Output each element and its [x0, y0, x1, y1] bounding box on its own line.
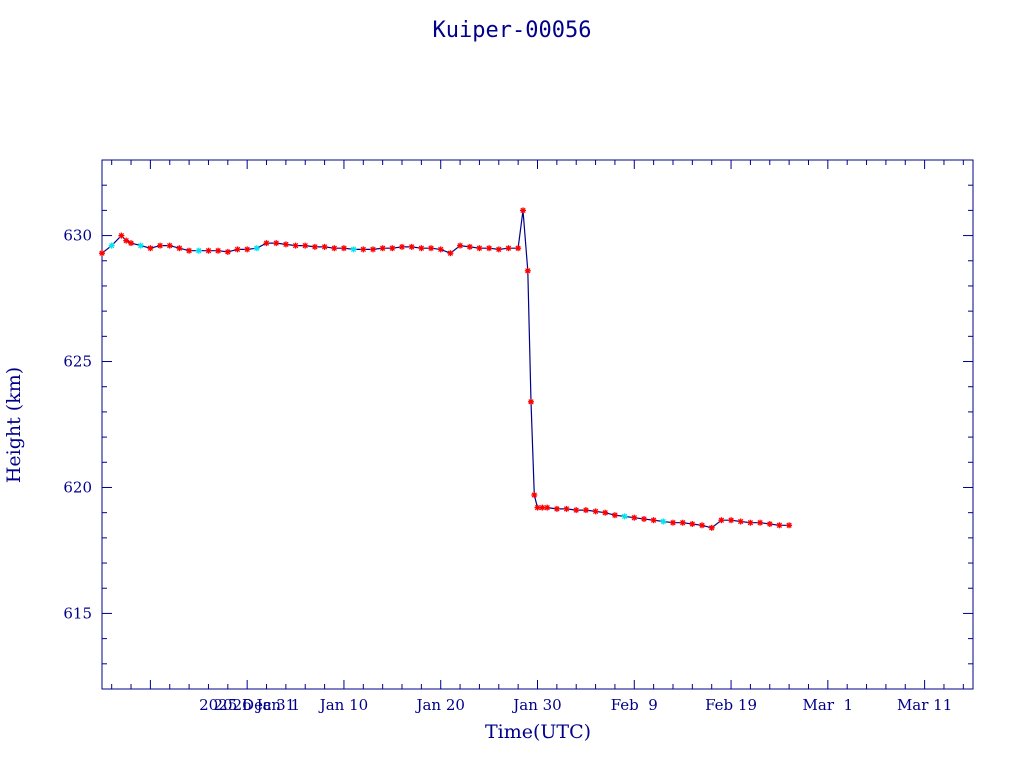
data-point	[466, 243, 473, 250]
data-point	[370, 246, 376, 253]
data-point	[215, 247, 222, 254]
plot-frame	[101, 159, 974, 690]
data-point	[544, 504, 551, 511]
data-point	[311, 243, 318, 250]
data-point	[563, 505, 570, 512]
data-point	[99, 250, 105, 257]
data-point	[418, 245, 425, 252]
data-point	[660, 518, 667, 525]
data-point	[253, 245, 260, 252]
data-point	[108, 242, 115, 249]
data-point	[263, 240, 270, 247]
data-point	[340, 245, 347, 252]
data-point	[524, 267, 531, 274]
data-point	[699, 522, 705, 529]
data-point	[234, 246, 241, 253]
y-tick-label: 620	[63, 478, 92, 496]
x-tick-label: Feb 9	[611, 696, 658, 714]
data-point	[137, 242, 144, 249]
data-point	[728, 517, 735, 524]
series-line	[101, 210, 790, 529]
data-point	[776, 522, 783, 529]
x-tick-label: Mar 11	[897, 696, 952, 714]
data-point	[495, 246, 502, 253]
data-point	[389, 245, 396, 252]
data-point	[679, 519, 686, 526]
data-point	[766, 521, 773, 527]
data-point	[505, 245, 512, 252]
data-point	[428, 245, 434, 252]
x-tick-label: Jan 10	[318, 696, 368, 714]
data-point	[157, 242, 164, 249]
y-tick-label: 615	[63, 604, 92, 622]
data-point	[582, 507, 589, 514]
data-point	[186, 247, 193, 254]
data-point	[321, 243, 328, 250]
data-point	[757, 519, 764, 526]
data-point	[128, 240, 134, 247]
data-point	[273, 240, 280, 247]
data-point	[447, 250, 454, 257]
data-point	[718, 517, 725, 524]
data-point	[621, 513, 628, 520]
data-point	[670, 519, 676, 526]
data-point	[379, 245, 386, 252]
data-point	[195, 247, 202, 254]
data-point	[737, 518, 744, 525]
y-tick-label: 630	[63, 227, 92, 245]
chart-title: Kuiper-00056	[433, 18, 592, 43]
x-tick-label: Feb 19	[705, 696, 757, 714]
data-point	[408, 243, 415, 250]
data-point	[611, 512, 618, 519]
x-tick-label: 2025 Dec 31	[199, 696, 295, 714]
data-point	[360, 246, 367, 253]
x-tick-label: 2026 Jan 1	[214, 696, 301, 714]
data-point	[486, 245, 493, 252]
data-point	[650, 517, 657, 524]
data-point	[602, 509, 609, 516]
data-point	[399, 243, 405, 250]
data-point	[786, 522, 793, 529]
data-point	[176, 245, 183, 252]
data-point	[331, 245, 338, 252]
data-point	[747, 519, 754, 526]
x-tick-label: Mar 1	[803, 696, 854, 714]
data-point	[282, 241, 289, 248]
data-point	[147, 245, 154, 252]
data-point	[244, 246, 251, 253]
x-tick-label: Jan 20	[414, 696, 464, 714]
data-point	[437, 246, 444, 253]
data-point	[166, 242, 173, 249]
data-point	[302, 242, 309, 249]
x-tick-label: Jan 30	[511, 696, 561, 714]
data-point	[573, 507, 580, 514]
y-tick-label: 625	[63, 353, 92, 371]
y-axis-label: Height (km)	[3, 367, 25, 483]
data-point	[224, 248, 231, 255]
data-point	[592, 508, 599, 515]
data-point	[531, 492, 538, 498]
x-axis-label: Time(UTC)	[485, 721, 591, 743]
data-point	[528, 398, 534, 405]
data-point	[123, 237, 130, 244]
data-point	[631, 514, 638, 521]
data-point	[708, 524, 715, 531]
data-point	[118, 232, 125, 239]
data-point	[689, 521, 696, 527]
data-point	[553, 505, 560, 512]
data-point	[292, 242, 299, 249]
data-point	[515, 245, 522, 252]
data-point	[641, 516, 647, 522]
data-point	[205, 247, 212, 254]
data-point	[350, 246, 357, 253]
data-point	[457, 242, 464, 249]
data-point	[476, 245, 483, 252]
data-point	[520, 207, 526, 214]
